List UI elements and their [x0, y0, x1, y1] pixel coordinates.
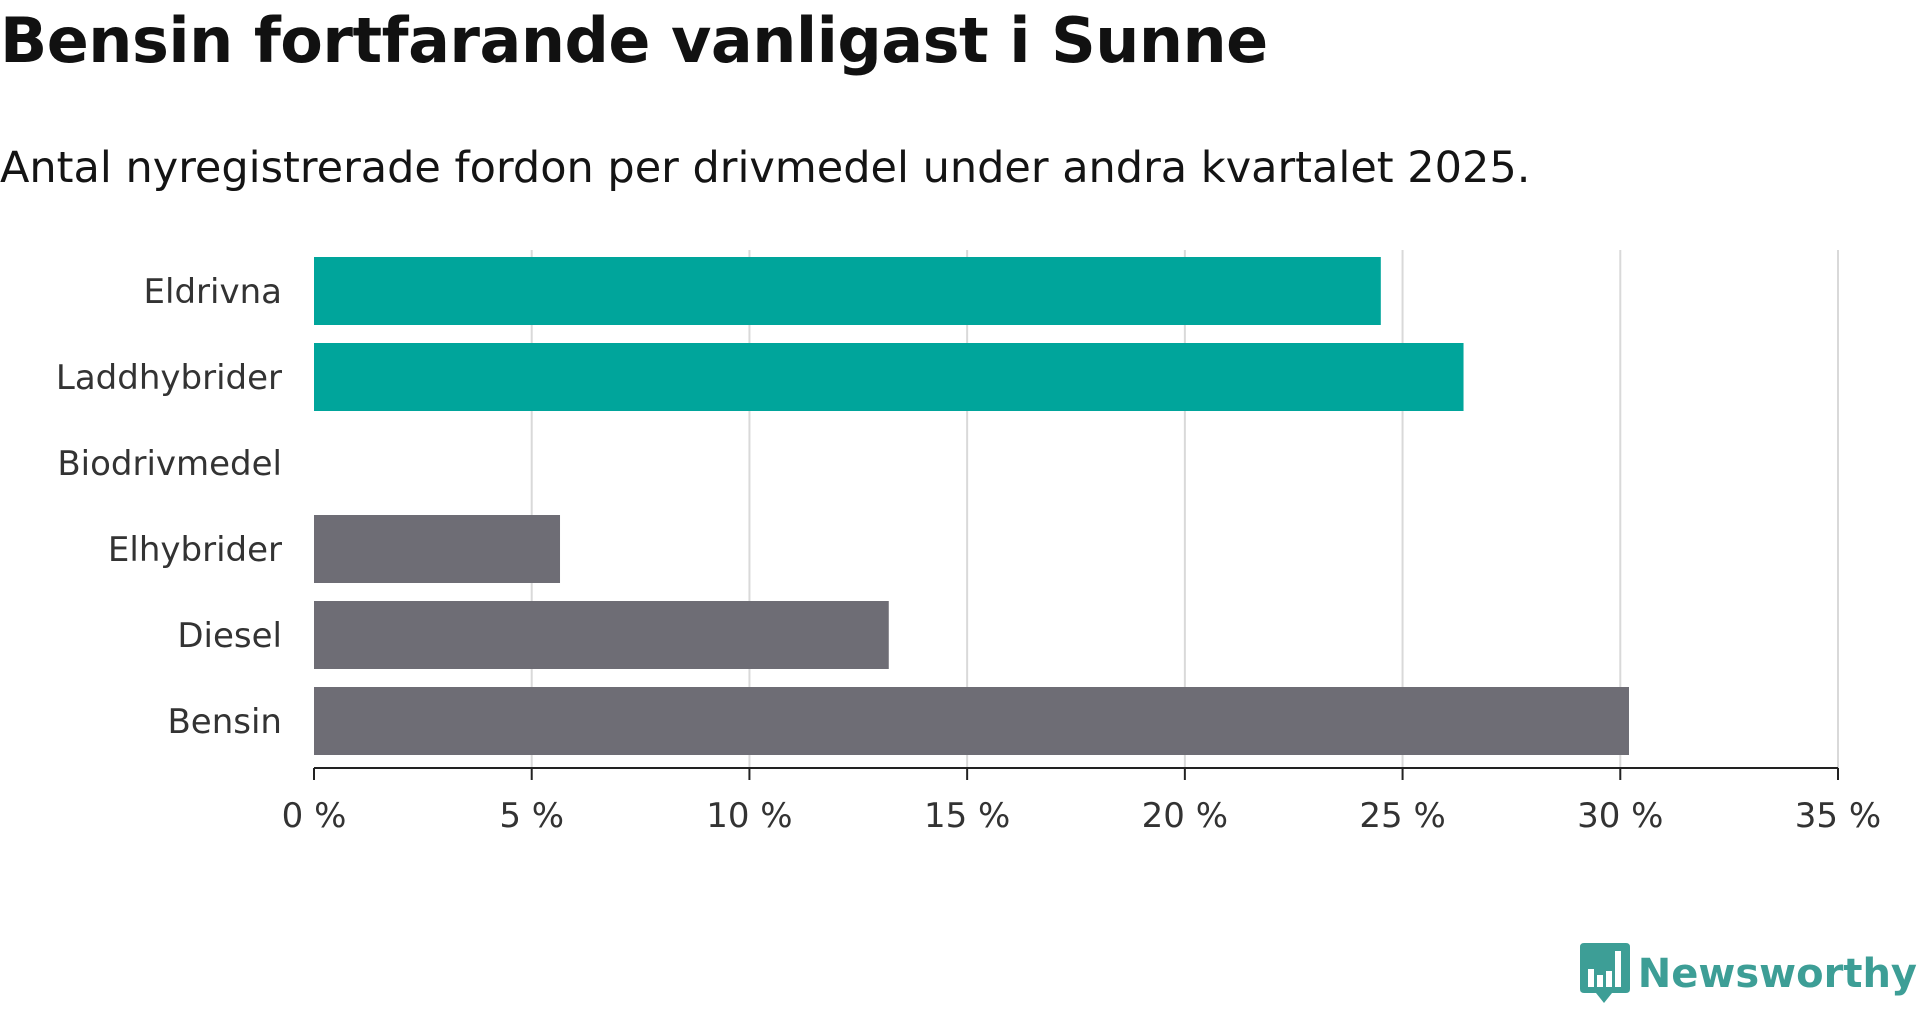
bar-laddhybrider: [314, 343, 1464, 411]
x-tick-label: 30 %: [1577, 796, 1663, 836]
x-axis: 0 % 5 % 10 % 15 % 20 % 25 % 30 % 35 %: [282, 767, 1881, 836]
bars: [314, 257, 1629, 755]
x-tick-label: 10 %: [706, 796, 792, 836]
x-tick-label: 0 %: [282, 796, 347, 836]
category-label: Bensin: [167, 702, 282, 742]
category-label: Eldrivna: [144, 272, 282, 312]
category-label: Elhybrider: [108, 530, 282, 570]
category-label: Diesel: [177, 616, 282, 656]
x-tick-label: 20 %: [1142, 796, 1228, 836]
x-tick-label: 35 %: [1795, 796, 1881, 836]
x-tick-label: 15 %: [924, 796, 1010, 836]
x-tick-label: 5 %: [499, 796, 564, 836]
newsworthy-logo: Newsworthy: [1579, 942, 1917, 1006]
bar-elhybrider: [314, 515, 561, 583]
chart-title: Bensin fortfarande vanligast i Sunne: [0, 4, 1268, 77]
bar-diesel: [314, 601, 889, 669]
x-tick-label: 25 %: [1359, 796, 1445, 836]
logo-text: Newsworthy: [1637, 951, 1917, 997]
category-labels: Eldrivna Laddhybrider Biodrivmedel Elhybrid…: [56, 272, 282, 742]
newsworthy-logo-icon: [1579, 943, 1630, 1003]
category-label: Laddhybrider: [56, 358, 282, 398]
chart-subtitle: Antal nyregistrerade fordon per drivmede…: [0, 143, 1531, 193]
category-label: Biodrivmedel: [57, 444, 282, 484]
gridlines: [530, 250, 1839, 768]
bar-bensin: [314, 687, 1629, 755]
bar-eldrivna: [314, 257, 1381, 325]
